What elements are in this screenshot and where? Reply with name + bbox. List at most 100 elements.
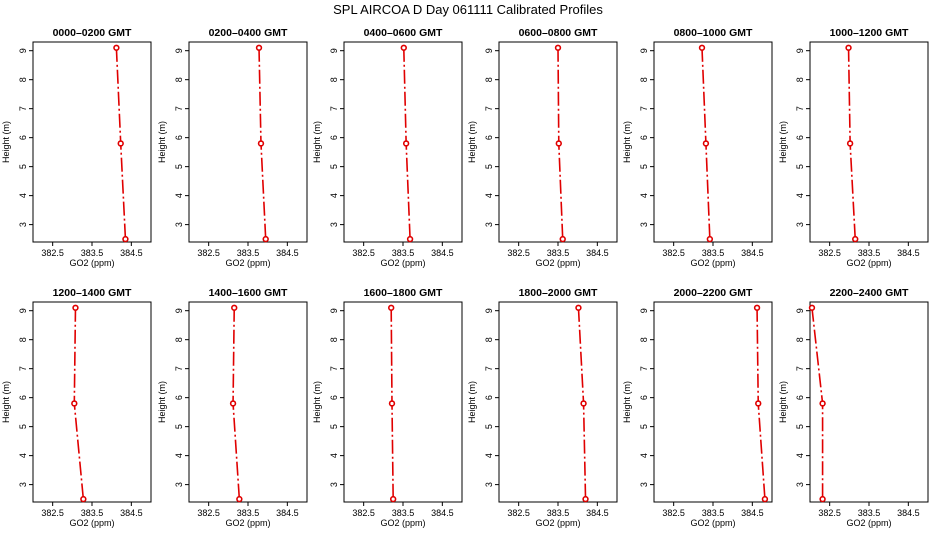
x-tick-label: 384.5 <box>276 508 299 518</box>
data-point <box>71 400 78 407</box>
y-tick-label: 3 <box>639 482 649 487</box>
y-tick-label: 3 <box>795 482 805 487</box>
x-tick-label: 384.5 <box>431 248 454 258</box>
y-axis-label: Height (m) <box>778 381 788 423</box>
y-tick-label: 6 <box>484 135 494 140</box>
x-axis-label: GO2 (ppm) <box>690 518 735 528</box>
panel-title: 2200–2400 GMT <box>830 287 909 299</box>
y-axis-label: Height (m) <box>467 121 477 163</box>
y-tick-label: 4 <box>639 453 649 458</box>
y-tick-label: 3 <box>329 222 339 227</box>
x-tick-label: 382.5 <box>818 248 841 258</box>
y-tick-label: 6 <box>795 135 805 140</box>
y-tick-label: 3 <box>18 482 28 487</box>
y-tick-label: 9 <box>484 308 494 313</box>
data-point <box>582 495 589 503</box>
x-axis-label: GO2 (ppm) <box>380 258 425 268</box>
y-tick-label: 7 <box>174 106 184 111</box>
y-tick-label: 6 <box>484 395 494 400</box>
plot-frame <box>188 301 308 503</box>
y-tick-label: 9 <box>329 48 339 53</box>
y-tick-label: 9 <box>174 308 184 313</box>
y-tick-label: 8 <box>18 77 28 82</box>
data-point <box>257 140 265 147</box>
panel-title: 0600–0800 GMT <box>519 27 598 39</box>
y-tick-label: 5 <box>18 164 28 169</box>
panel-title: 1600–1800 GMT <box>364 287 443 299</box>
panel-3: 0400–0600 GMT 382.5 383.5 384.5 3 4 5 6 7 8 9 GO2 (… <box>312 27 463 268</box>
x-axis-label: GO2 (ppm) <box>690 258 735 268</box>
y-tick-label: 8 <box>484 77 494 82</box>
plot-frame <box>653 41 773 243</box>
panel-2: 0200–0400 GMT 382.5 383.5 384.5 3 4 5 6 7 8 9 GO2 (… <box>157 27 308 268</box>
plot-frame <box>653 301 773 503</box>
y-tick-label: 7 <box>329 106 339 111</box>
x-tick-label: 384.5 <box>897 248 920 258</box>
data-point <box>262 235 269 243</box>
plot-frame <box>32 41 152 243</box>
x-tick-label: 384.5 <box>586 248 609 258</box>
y-tick-label: 3 <box>329 482 339 487</box>
data-point <box>229 400 237 407</box>
data-point <box>761 495 769 503</box>
x-tick-label: 384.5 <box>897 508 920 518</box>
y-axis-label: Height (m) <box>157 381 167 423</box>
y-tick-label: 4 <box>174 453 184 458</box>
y-tick-label: 4 <box>174 193 184 198</box>
data-point <box>113 44 120 51</box>
x-axis-label: GO2 (ppm) <box>535 258 580 268</box>
y-tick-label: 5 <box>329 424 339 429</box>
plot-frame <box>343 301 463 503</box>
x-tick-label: 382.5 <box>352 248 375 258</box>
y-tick-label: 6 <box>639 135 649 140</box>
panel-4: 0600–0800 GMT 382.5 383.5 384.5 3 4 5 6 7 8 9 GO2 (… <box>467 27 618 268</box>
data-point <box>753 304 761 311</box>
y-axis-label: Height (m) <box>312 121 322 163</box>
y-tick-label: 8 <box>329 337 339 342</box>
x-tick-label: 384.5 <box>741 248 764 258</box>
y-tick-label: 5 <box>639 164 649 169</box>
y-tick-label: 3 <box>174 482 184 487</box>
y-tick-label: 6 <box>639 395 649 400</box>
plot-frame <box>809 301 929 503</box>
x-tick-label: 382.5 <box>507 248 530 258</box>
y-tick-label: 4 <box>18 193 28 198</box>
x-axis-label: GO2 (ppm) <box>69 518 114 528</box>
y-tick-label: 3 <box>795 222 805 227</box>
y-tick-label: 7 <box>639 366 649 371</box>
y-tick-label: 8 <box>329 77 339 82</box>
panel-9: 1600–1800 GMT 382.5 383.5 384.5 3 4 5 6 7 8 9 GO2 (… <box>312 287 463 528</box>
data-point <box>559 235 566 243</box>
data-point <box>555 140 562 147</box>
x-tick-label: 382.5 <box>352 508 375 518</box>
y-tick-label: 9 <box>795 48 805 53</box>
y-tick-label: 3 <box>639 222 649 227</box>
y-tick-label: 3 <box>484 482 494 487</box>
x-tick-label: 384.5 <box>276 248 299 258</box>
data-point <box>575 304 582 311</box>
y-tick-label: 5 <box>484 424 494 429</box>
panel-7: 1200–1400 GMT 382.5 383.5 384.5 3 4 5 6 7 8 9 GO2 (… <box>1 287 152 528</box>
plot-frame <box>809 41 929 243</box>
data-point <box>80 495 87 503</box>
y-axis-label: Height (m) <box>1 121 11 163</box>
y-tick-label: 9 <box>639 48 649 53</box>
x-tick-label: 383.5 <box>702 248 725 258</box>
data-point <box>388 304 395 311</box>
data-point <box>580 400 587 407</box>
y-axis-label: Height (m) <box>778 121 788 163</box>
y-tick-label: 5 <box>18 424 28 429</box>
y-tick-label: 7 <box>18 106 28 111</box>
y-tick-label: 4 <box>329 193 339 198</box>
data-point <box>255 44 263 51</box>
data-point <box>845 44 852 51</box>
figure-title: SPL AIRCOA D Day 061111 Calibrated Profi… <box>333 2 603 17</box>
panel-title: 1400–1600 GMT <box>209 287 288 299</box>
panel-title: 0400–0600 GMT <box>364 27 443 39</box>
panel-5: 0800–1000 GMT 382.5 383.5 384.5 3 4 5 6 7 8 9 GO2 (… <box>622 27 773 268</box>
y-tick-label: 6 <box>174 135 184 140</box>
y-tick-label: 7 <box>795 106 805 111</box>
y-axis-label: Height (m) <box>157 121 167 163</box>
x-tick-label: 382.5 <box>41 248 64 258</box>
x-axis-label: GO2 (ppm) <box>846 518 891 528</box>
